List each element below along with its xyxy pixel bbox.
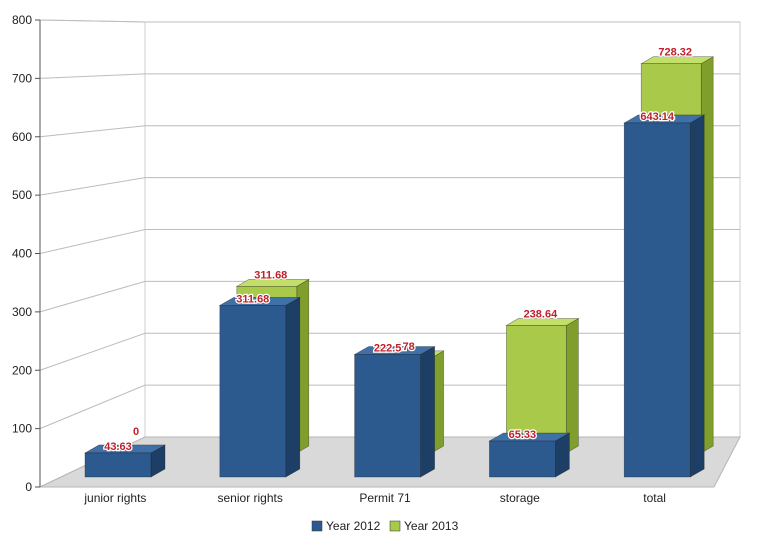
bar-2012-1 bbox=[218, 296, 301, 478]
data-label-2013: 728.32 bbox=[658, 47, 692, 59]
data-label-2013: 178 bbox=[396, 341, 414, 353]
x-category-label: total bbox=[643, 491, 666, 505]
y-axis: 0 100 200 300 400 500 600 700 800 bbox=[12, 13, 41, 494]
data-label-2012: 643.14 bbox=[640, 111, 675, 123]
gridline bbox=[39, 125, 740, 138]
data-label-2012: 43.63 bbox=[104, 441, 132, 453]
y-tick-label: 600 bbox=[12, 130, 32, 144]
gridline bbox=[39, 73, 740, 79]
y-tick-label: 500 bbox=[12, 188, 32, 202]
bar-series bbox=[83, 56, 715, 478]
bar-2012-1-side bbox=[285, 296, 301, 478]
x-category-label: storage bbox=[500, 491, 540, 505]
bar-2012-4-front bbox=[623, 122, 691, 478]
data-label-2013: 238.64 bbox=[524, 308, 559, 320]
bar-2012-4 bbox=[623, 114, 706, 478]
data-label-2012: 222.5 bbox=[374, 343, 402, 355]
y-tick-label: 700 bbox=[12, 71, 32, 85]
gridline bbox=[39, 229, 740, 254]
bar-2012-3 bbox=[488, 432, 571, 478]
y-tick-label: 300 bbox=[12, 305, 32, 319]
x-category-label: junior rights bbox=[83, 491, 146, 505]
y-tick-label: 100 bbox=[12, 422, 32, 436]
data-label-2013: 0 bbox=[133, 426, 139, 438]
legend-swatch-2012 bbox=[311, 520, 323, 532]
gridline bbox=[39, 177, 740, 196]
bar-2012-0-front bbox=[84, 452, 152, 478]
bar-2012-4-side bbox=[689, 114, 705, 478]
data-label-2013: 311.68 bbox=[254, 269, 287, 281]
data-label-2012: 311.68 bbox=[236, 293, 269, 305]
bar-2012-2-front bbox=[354, 354, 421, 478]
side-wall bbox=[39, 19, 146, 488]
bar-2012-2 bbox=[353, 345, 436, 478]
x-axis-labels: junior rights senior rights Permit 71 stora… bbox=[83, 491, 666, 505]
x-category-label: Permit 71 bbox=[359, 491, 411, 505]
y-tick-label: 0 bbox=[25, 480, 32, 494]
bar-2012-0 bbox=[83, 444, 167, 478]
y-tick-label: 200 bbox=[12, 363, 32, 377]
bar-2013-3-front bbox=[506, 325, 567, 454]
legend: Year 2012 Year 2013 bbox=[311, 519, 459, 533]
data-label-2012: 65.33 bbox=[509, 429, 537, 441]
gridline bbox=[39, 19, 740, 23]
legend-label-2013: Year 2013 bbox=[404, 519, 459, 533]
y-tick-label: 800 bbox=[12, 13, 32, 27]
x-category-label: senior rights bbox=[218, 491, 283, 505]
bar-2013-3 bbox=[505, 317, 580, 454]
y-tick-label: 400 bbox=[12, 247, 32, 261]
bar-2012-3-front bbox=[489, 440, 556, 478]
legend-swatch-2013 bbox=[389, 520, 401, 532]
legend-label-2012: Year 2012 bbox=[326, 519, 381, 533]
gridline bbox=[39, 280, 740, 313]
bar-2012-1-front bbox=[219, 305, 287, 478]
bar-2012-2-side bbox=[420, 345, 435, 478]
